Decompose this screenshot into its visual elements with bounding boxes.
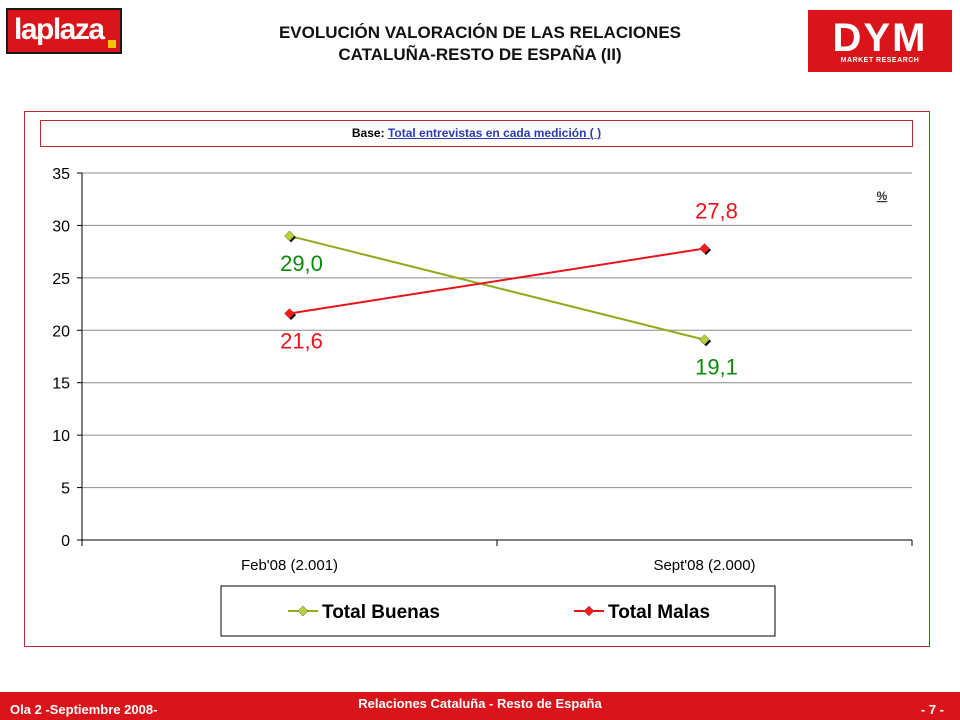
chart-grid <box>82 172 912 489</box>
laplaza-logo: laplaza <box>6 8 122 54</box>
y-tick-label-30: 30 <box>52 218 70 235</box>
footer-topic: Relaciones Cataluña - Resto de España <box>358 696 602 711</box>
title-line-2: CATALUÑA-RESTO DE ESPAÑA (II) <box>338 45 622 64</box>
series-1-point-1 <box>699 243 710 254</box>
legend-label-0: Total Buenas <box>322 602 440 623</box>
dym-logo-text: DYM <box>832 16 928 60</box>
dym-logo-subtext: MARKET RESEARCH <box>840 57 920 64</box>
x-tick-label-1: Sept'08 (2.000) <box>653 557 755 574</box>
y-tick-label-35: 35 <box>52 166 70 183</box>
y-tick-label-20: 20 <box>52 323 70 340</box>
legend-marker-1 <box>583 605 595 617</box>
y-tick-labels: 0 5 10 15 20 25 30 35 <box>52 166 70 550</box>
data-label-1-1: 27,8 <box>695 198 738 223</box>
chart-series: 29,0 19,1 21,6 27,8 <box>280 198 738 379</box>
base-value: Total entrevistas en cada medición ( ) <box>387 126 602 140</box>
series-0-point-1 <box>699 334 710 346</box>
page-number: - 7 - <box>920 702 944 717</box>
dym-logo: DYM MARKET RESEARCH <box>808 10 952 72</box>
series-line-1 <box>289 247 705 315</box>
base-label: Base: <box>351 126 385 140</box>
x-tick-labels: Feb'08 (2.001) Sept'08 (2.000) <box>241 557 756 574</box>
unit-label: % <box>877 189 888 203</box>
data-label-1-0: 21,6 <box>280 329 323 354</box>
chart-frame <box>24 111 930 647</box>
page-title: EVOLUCIÓN VALORACIÓN DE LAS RELACIONES C… <box>170 22 790 66</box>
footer-wave: Ola 2 -Septiembre 2008- <box>10 702 158 717</box>
data-label-0-0: 29,0 <box>280 251 323 276</box>
y-tick-label-10: 10 <box>52 428 70 445</box>
logo-dot-icon <box>108 40 116 48</box>
laplaza-logo-text: laplaza <box>14 13 105 46</box>
legend-marker-0 <box>297 605 309 617</box>
legend: Total Buenas Total Malas <box>288 602 710 623</box>
y-tick-label-15: 15 <box>52 376 70 393</box>
chart-axes <box>77 172 913 546</box>
base-box: Base: Total entrevistas en cada medición… <box>40 120 913 147</box>
series-1-point-0 <box>284 308 295 319</box>
legend-label-1: Total Malas <box>608 602 710 623</box>
title-line-1: EVOLUCIÓN VALORACIÓN DE LAS RELACIONES <box>278 23 682 42</box>
y-tick-label-5: 5 <box>61 481 70 498</box>
y-tick-label-25: 25 <box>52 271 70 288</box>
x-tick-label-0: Feb'08 (2.001) <box>241 557 338 574</box>
data-label-0-1: 19,1 <box>695 355 738 380</box>
series-0-point-0 <box>284 230 295 242</box>
footer-bar: Ola 2 -Septiembre 2008- Relaciones Catal… <box>0 692 960 720</box>
y-tick-label-0: 0 <box>61 533 70 550</box>
series-line-0 <box>289 234 705 341</box>
